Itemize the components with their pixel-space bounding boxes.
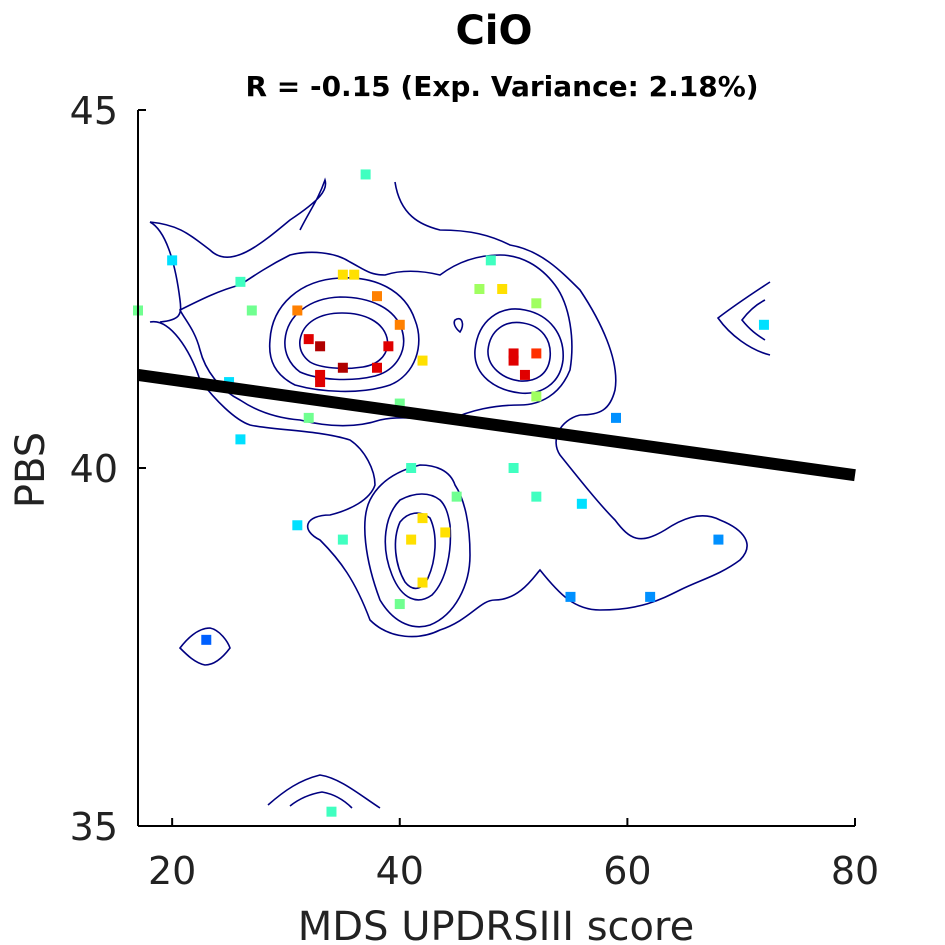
data-point: [406, 463, 417, 473]
data-point: [497, 284, 508, 294]
y-tick-label: 35: [70, 805, 118, 849]
data-point: [167, 255, 178, 266]
data-point: [531, 298, 542, 309]
data-point: [394, 319, 405, 330]
data-point: [315, 377, 326, 388]
data-point: [303, 412, 314, 423]
x-tick-label: 20: [148, 849, 196, 893]
data-point: [531, 391, 542, 402]
axis-ticks: 20 40 60 80 35 40 45: [70, 89, 880, 893]
data-point: [383, 341, 394, 352]
data-point: [372, 362, 382, 373]
x-axis-label: MDS UPDRSIII score: [298, 904, 694, 945]
data-point: [440, 527, 451, 538]
data-point: [360, 169, 371, 180]
x-tick-label: 60: [603, 849, 651, 893]
data-point: [758, 319, 769, 330]
data-point: [508, 348, 519, 359]
chart-subtitle: R = -0.15 (Exp. Variance: 2.18%): [245, 70, 758, 103]
data-point: [531, 348, 542, 359]
data-point: [372, 291, 382, 302]
y-axis-label: PBS: [8, 432, 54, 508]
data-point: [337, 362, 348, 373]
data-point: [337, 269, 348, 280]
data-point: [417, 577, 428, 588]
data-point: [417, 513, 428, 524]
data-point: [292, 520, 303, 531]
data-point: [531, 491, 542, 502]
data-point: [417, 355, 428, 366]
data-point: [292, 305, 303, 316]
data-point: [303, 334, 314, 345]
data-point: [451, 491, 462, 502]
chart-title: CiO: [455, 8, 532, 54]
data-point: [235, 434, 246, 445]
x-tick-label: 80: [831, 849, 879, 893]
scatter-points: [133, 169, 769, 817]
data-point: [337, 534, 348, 545]
y-tick-label: 40: [70, 447, 118, 491]
data-point: [326, 806, 337, 817]
data-point: [315, 341, 326, 352]
axes: [137, 110, 855, 827]
data-point: [349, 269, 360, 280]
data-point: [576, 498, 587, 509]
data-point: [474, 284, 485, 294]
data-point: [565, 591, 576, 602]
density-contours: [149, 177, 771, 809]
data-point: [201, 634, 212, 645]
y-tick-label: 45: [70, 89, 118, 133]
data-point: [508, 355, 519, 366]
data-point: [235, 276, 246, 287]
data-point: [394, 599, 405, 610]
data-point: [394, 398, 405, 409]
data-point: [519, 369, 530, 380]
data-point: [406, 534, 417, 545]
data-point: [485, 255, 496, 266]
data-point: [611, 412, 621, 423]
data-point: [315, 369, 326, 380]
regression-line: [137, 368, 856, 482]
data-point: [645, 591, 656, 602]
data-point: [713, 534, 724, 545]
data-point: [246, 305, 257, 316]
x-tick-label: 40: [376, 849, 424, 893]
data-point: [508, 463, 519, 473]
